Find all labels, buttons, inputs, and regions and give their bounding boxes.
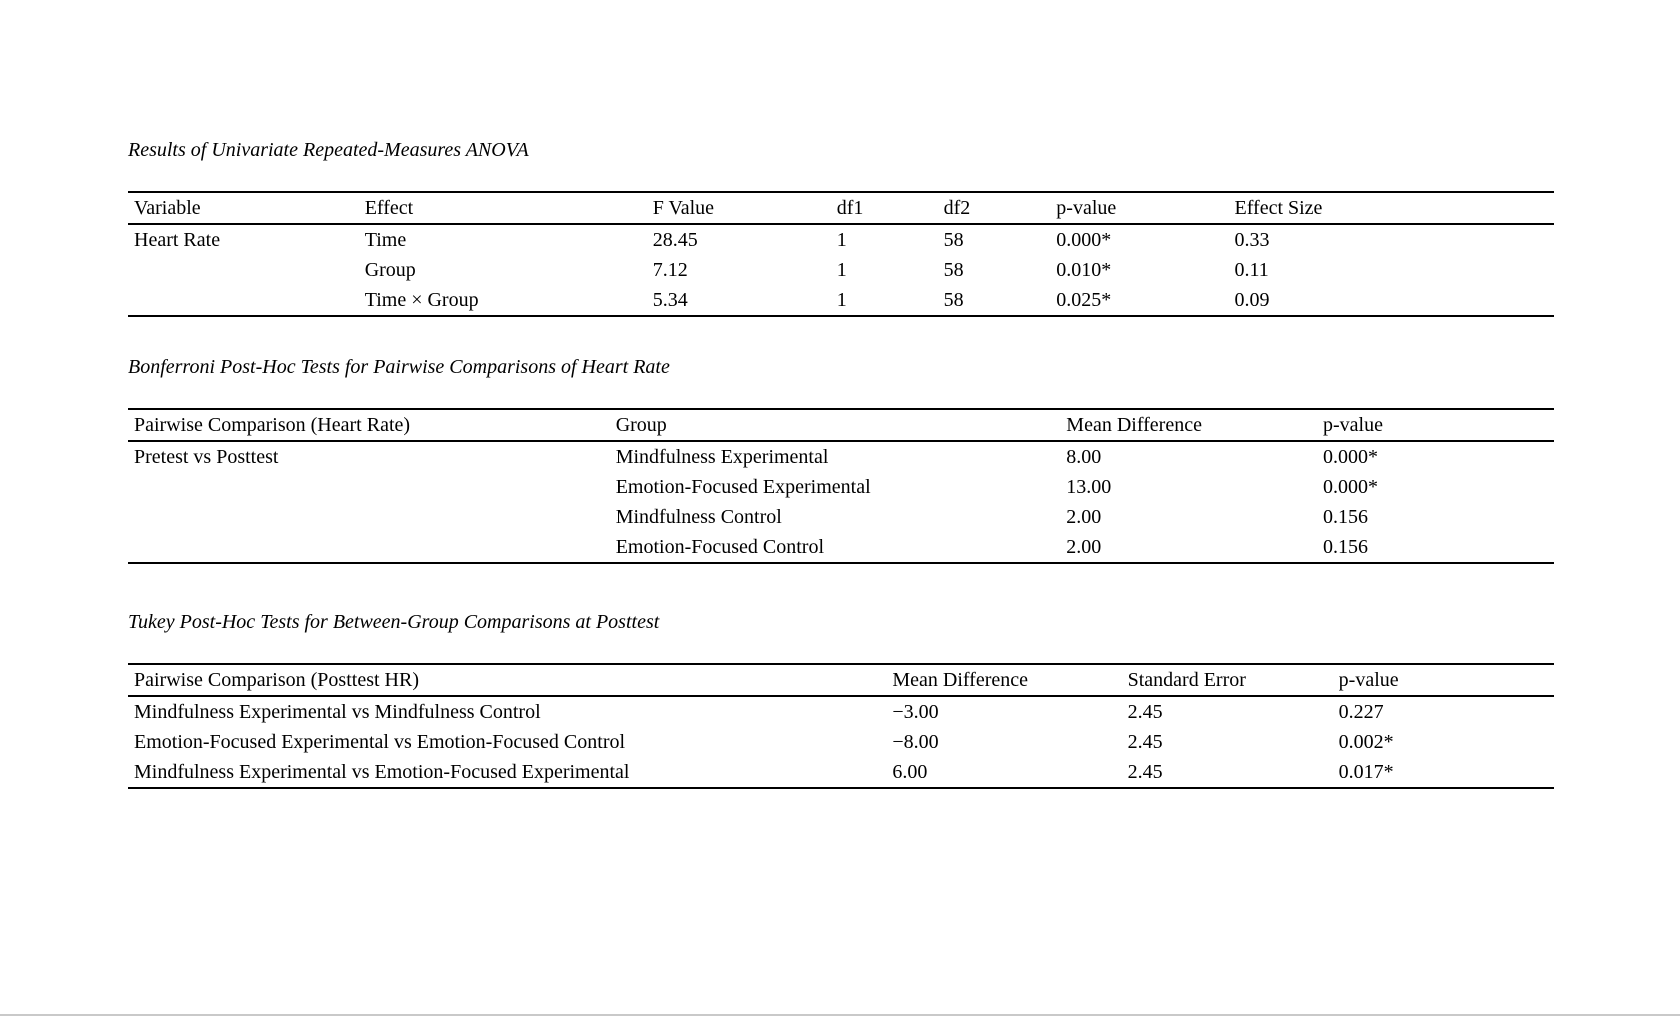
table-row: Mindfulness Experimental vs Mindfulness … [128, 696, 1554, 727]
table-cell: 5.34 [652, 288, 688, 311]
table-cell: 0.000* [1056, 228, 1112, 251]
column-header: Group [615, 409, 1067, 442]
table-cell: Group [364, 258, 416, 281]
table-cell: Pretest vs Posttest [134, 445, 279, 468]
tukey-posthoc-section: Tukey Post-Hoc Tests for Between-Group C… [128, 610, 1554, 789]
table-cell: 0.017* [1338, 760, 1394, 783]
table-cell: 2.45 [1127, 760, 1163, 783]
table-row: Heart Rate Time 28.45 1 58 0.000* 0.33 [128, 224, 1554, 255]
table-cell: 0.09 [1234, 288, 1270, 311]
table-cell: 0.156 [1322, 535, 1368, 558]
table-cell: 0.156 [1322, 505, 1368, 528]
table-cell: Time [364, 228, 407, 251]
column-header: Effect Size [1234, 192, 1554, 225]
table-cell: 0.227 [1338, 700, 1384, 723]
table-cell: 6.00 [892, 760, 928, 783]
bonferroni-posthoc-table: Pairwise Comparison (Heart Rate) Group Mea… [128, 408, 1554, 564]
table-cell [128, 285, 365, 316]
table-cell: 2.00 [1066, 535, 1102, 558]
column-header: df1 [836, 192, 944, 225]
table-cell: 0.025* [1056, 288, 1112, 311]
tukey-table-title: Tukey Post-Hoc Tests for Between-Group C… [128, 611, 660, 633]
table-row: Mindfulness Experimental vs Emotion-Focu… [128, 757, 1554, 788]
table-cell: 0.000* [1322, 475, 1378, 498]
table-cell: Emotion-Focused Experimental vs Emotion-… [134, 730, 626, 753]
table-cell: 0.33 [1234, 228, 1270, 251]
table-cell: 2.45 [1127, 730, 1163, 753]
header-row: Pairwise Comparison (Heart Rate) Group Mea… [128, 409, 1554, 442]
column-header: F Value [652, 192, 837, 225]
table-cell: Emotion-Focused Control [615, 535, 825, 558]
table-cell [128, 472, 616, 502]
table-cell: Heart Rate [134, 228, 221, 251]
table-cell: −8.00 [892, 730, 939, 753]
table-cell: 0.11 [1234, 258, 1269, 281]
table-cell [128, 255, 365, 285]
table-cell: 1 [836, 258, 847, 281]
column-header: Variable [128, 192, 365, 225]
column-header: p-value [1322, 409, 1554, 442]
table-row: Emotion-Focused Experimental vs Emotion-… [128, 727, 1554, 757]
column-header: Standard Error [1127, 664, 1339, 697]
column-header: Mean Difference [892, 664, 1128, 697]
header-row: Variable Effect F Value df1 df2 p-value Effect… [128, 192, 1554, 225]
bonferroni-table-title: Bonferroni Post-Hoc Tests for Pairwise C… [128, 356, 670, 378]
table-row: Group 7.12 1 58 0.010* 0.11 [128, 255, 1554, 285]
anova-results-section: Results of Univariate Repeated-Measures … [128, 138, 1554, 317]
column-header: Pairwise Comparison (Heart Rate) [128, 409, 616, 442]
table-cell: 7.12 [652, 258, 688, 281]
anova-table-title: Results of Univariate Repeated-Measures … [128, 139, 529, 161]
table-cell: Time × Group [364, 288, 479, 311]
table-cell: 13.00 [1066, 475, 1112, 498]
table-cell: 2.45 [1127, 700, 1163, 723]
table-cell [128, 532, 616, 563]
anova-results-table: Variable Effect F Value df1 df2 p-value Effect… [128, 191, 1554, 317]
table-cell: 58 [943, 228, 964, 251]
table-cell: Mindfulness Experimental [615, 445, 829, 468]
header-row: Pairwise Comparison (Posttest HR) Mean Di… [128, 664, 1554, 697]
document-content: Results of Univariate Repeated-Measures … [128, 0, 1554, 789]
table-cell: Emotion-Focused Experimental [615, 475, 871, 498]
column-header: p-value [1338, 664, 1554, 697]
column-header: Pairwise Comparison (Posttest HR) [128, 664, 893, 697]
table-row: Pretest vs Posttest Mindfulness Experimen… [128, 441, 1554, 472]
tukey-posthoc-table: Pairwise Comparison (Posttest HR) Mean Di… [128, 663, 1554, 789]
table-cell: 0.000* [1322, 445, 1378, 468]
table-cell: 8.00 [1066, 445, 1102, 468]
table-cell: 1 [836, 288, 847, 311]
table-cell: 0.002* [1338, 730, 1394, 753]
table-cell: Mindfulness Experimental vs Mindfulness … [134, 700, 541, 723]
bonferroni-posthoc-section: Bonferroni Post-Hoc Tests for Pairwise C… [128, 355, 1554, 564]
table-cell: 1 [836, 228, 847, 251]
table-cell: 28.45 [652, 228, 698, 251]
column-header: Effect [364, 192, 653, 225]
table-cell: 0.010* [1056, 258, 1112, 281]
page-boundary-line [0, 1014, 1680, 1016]
table-row: Time × Group 5.34 1 58 0.025* 0.09 [128, 285, 1554, 316]
table-cell: 58 [943, 288, 964, 311]
table-cell: 58 [943, 258, 964, 281]
table-cell [128, 502, 616, 532]
table-cell: Mindfulness Experimental vs Emotion-Focu… [134, 760, 630, 783]
table-cell: Mindfulness Control [615, 505, 782, 528]
column-header: Mean Difference [1066, 409, 1323, 442]
table-row: Emotion-Focused Experimental 13.00 0.000* [128, 472, 1554, 502]
column-header: df2 [943, 192, 1057, 225]
table-row: Emotion-Focused Control 2.00 0.156 [128, 532, 1554, 563]
table-row: Mindfulness Control 2.00 0.156 [128, 502, 1554, 532]
column-header: p-value [1056, 192, 1235, 225]
table-cell: 2.00 [1066, 505, 1102, 528]
table-cell: −3.00 [892, 700, 939, 723]
